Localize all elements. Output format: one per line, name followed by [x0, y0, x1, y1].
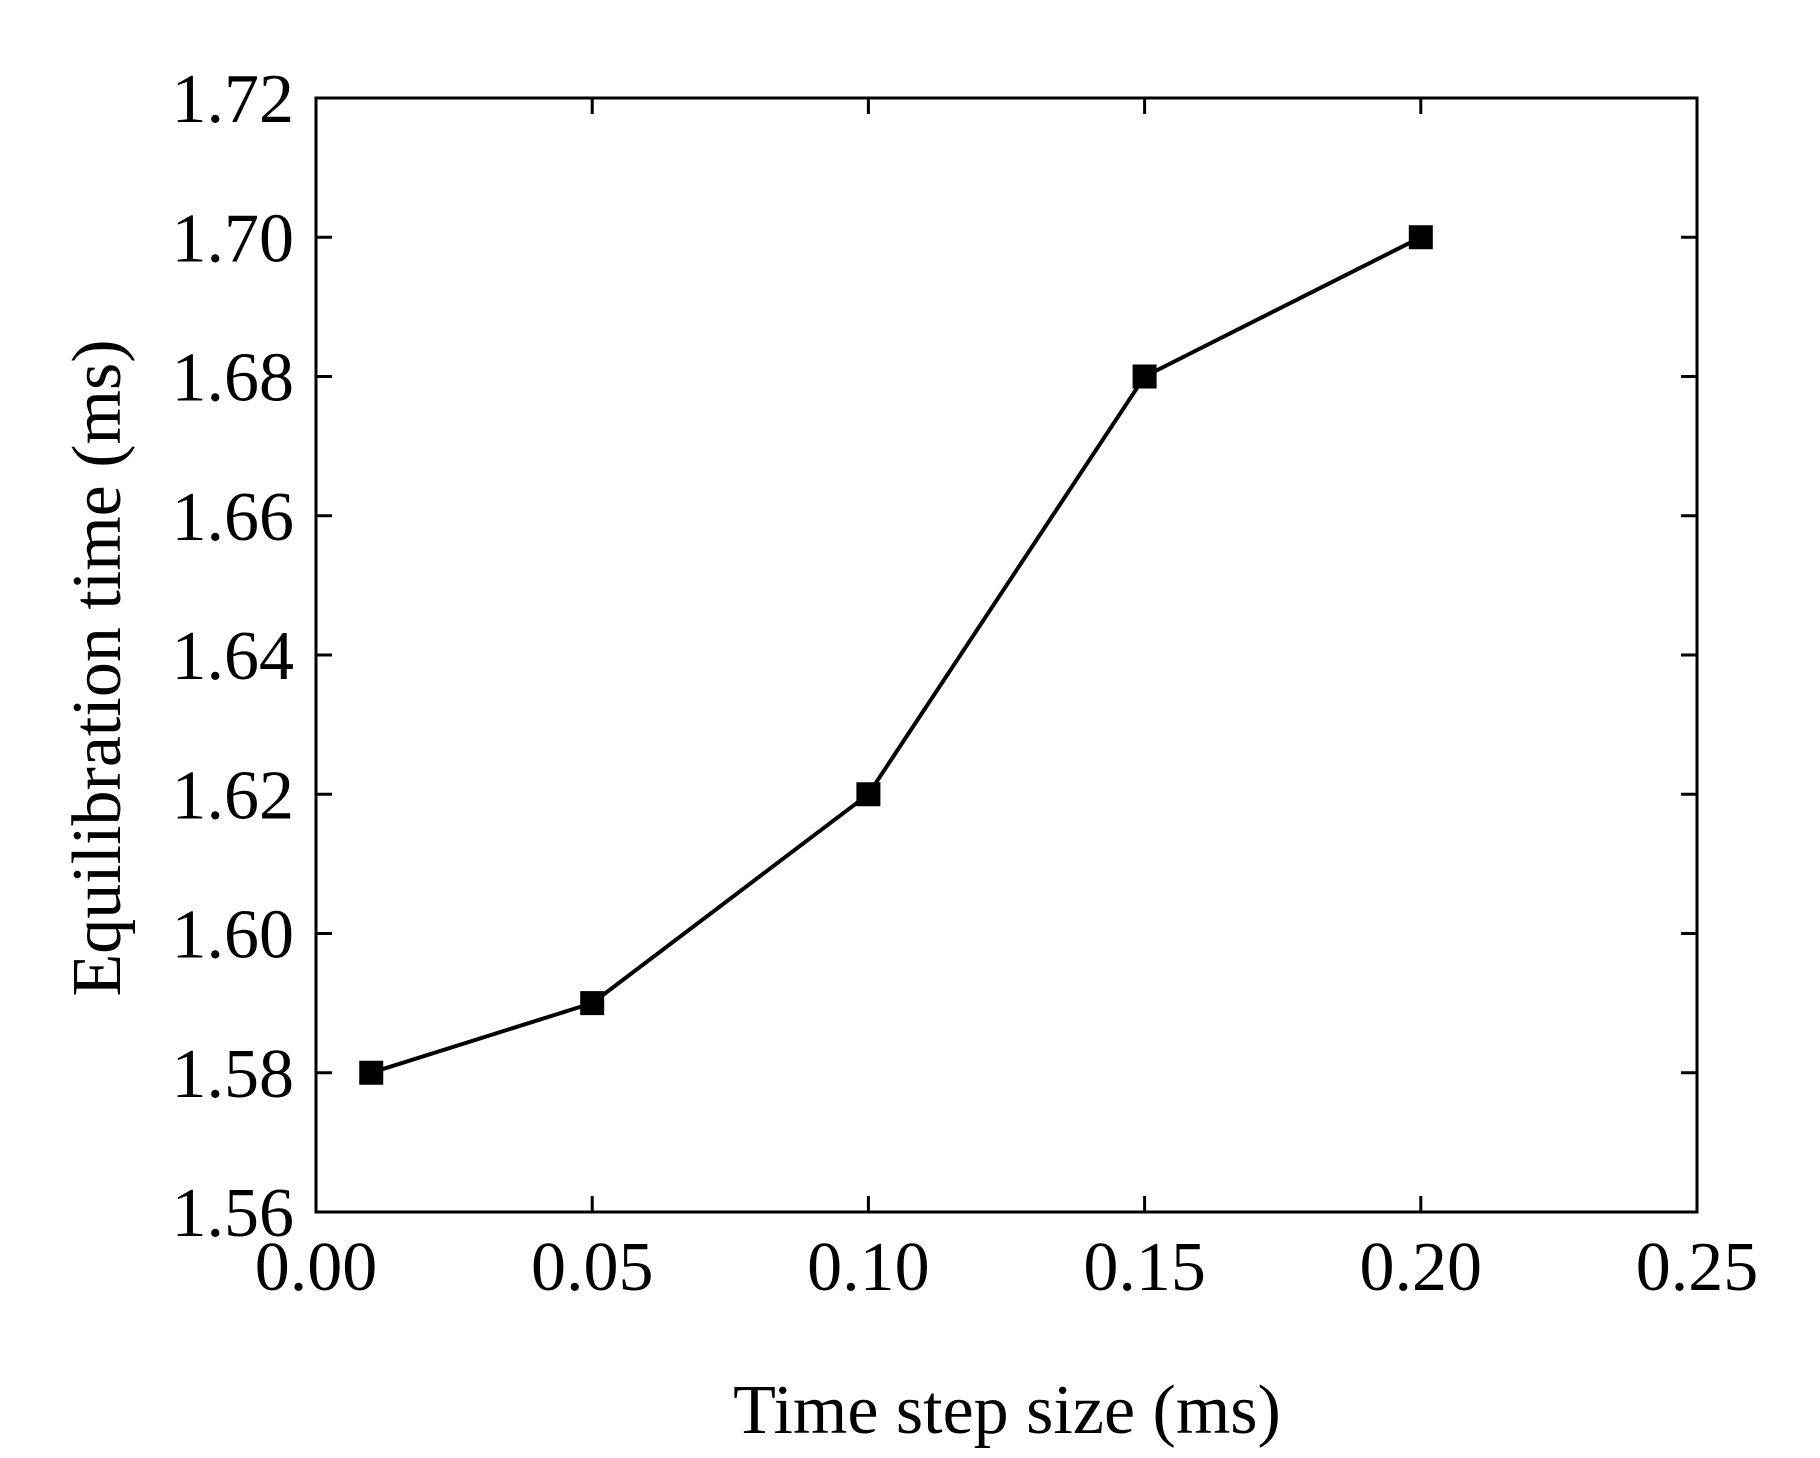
x-tick-label: 0.10 — [807, 1229, 930, 1306]
x-axis-title: Time step size (ms) — [733, 1372, 1281, 1449]
y-tick-label: 1.72 — [172, 61, 295, 138]
series-layer — [359, 225, 1433, 1085]
y-axis-title: Equilibration time (ms) — [59, 339, 136, 996]
data-point-marker — [1132, 364, 1157, 389]
x-tick-label: 0.20 — [1360, 1229, 1483, 1306]
y-tick-label: 1.68 — [172, 340, 295, 417]
x-tick-label: 0.15 — [1083, 1229, 1206, 1306]
series-line — [370, 235, 1422, 1075]
y-axis: 1.56 1.58 1.60 1.62 1.64 1.66 1.68 1.70 1.72 — [172, 61, 1697, 1252]
x-axis: 0.00 0.05 0.10 0.15 0.20 0.25 — [255, 98, 1759, 1306]
x-tick-label: 0.00 — [255, 1229, 378, 1306]
data-point-marker — [359, 1060, 384, 1085]
data-point-marker — [856, 782, 881, 807]
y-tick-label: 1.70 — [172, 200, 295, 277]
data-point-marker — [580, 991, 605, 1016]
y-tick-label: 1.56 — [172, 1175, 295, 1252]
plot-border — [314, 96, 1699, 1214]
data-point-marker — [1408, 225, 1433, 250]
y-tick-label: 1.64 — [172, 618, 295, 695]
plot-area — [314, 96, 1699, 1214]
x-tick-label: 0.05 — [531, 1229, 654, 1306]
y-tick-label: 1.62 — [172, 757, 295, 834]
y-tick-label: 1.58 — [172, 1036, 295, 1113]
y-tick-label: 1.60 — [172, 897, 295, 974]
y-tick-label: 1.66 — [172, 479, 295, 556]
x-tick-label: 0.25 — [1636, 1229, 1759, 1306]
